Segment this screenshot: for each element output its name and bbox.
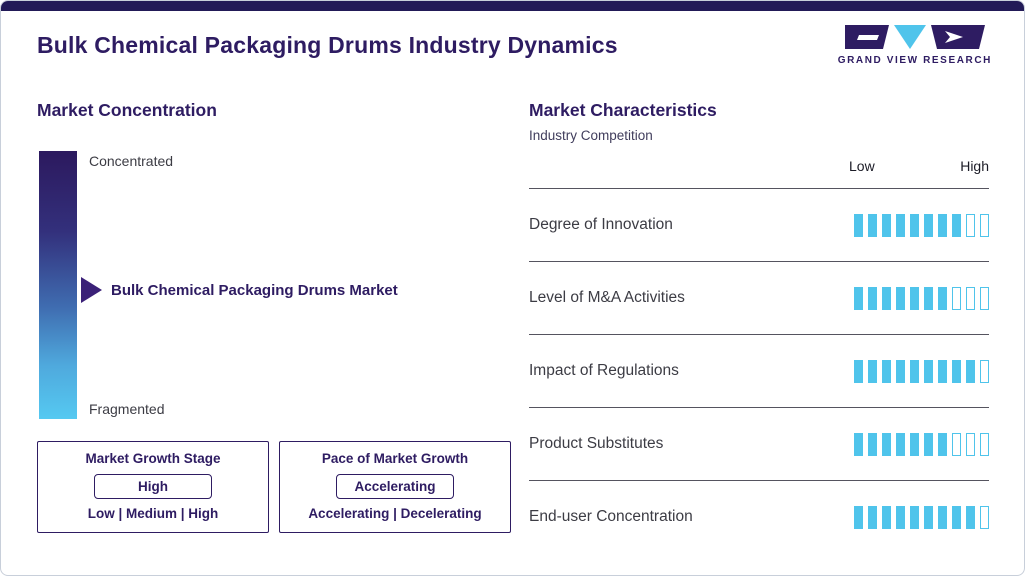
rating-bar <box>854 213 989 237</box>
page-title: Bulk Chemical Packaging Drums Industry D… <box>37 32 618 58</box>
characteristic-label: Level of M&A Activities <box>529 289 685 306</box>
main-content: Market Concentration Concentrated Fragme… <box>1 100 1024 553</box>
rating-segment <box>882 359 891 383</box>
rating-segment <box>882 505 891 529</box>
characteristic-label: Product Substitutes <box>529 435 664 452</box>
rating-segment <box>924 213 933 237</box>
concentration-scale-top-label: Concentrated <box>89 153 174 169</box>
rating-segment <box>938 286 947 310</box>
rating-segment <box>980 505 989 529</box>
rating-segment <box>910 359 919 383</box>
characteristic-row: Product Substitutes <box>529 407 989 480</box>
rating-segment <box>854 505 863 529</box>
pace-title: Pace of Market Growth <box>321 451 469 466</box>
rating-segment <box>868 432 877 456</box>
pace-value: Accelerating <box>336 474 454 499</box>
characteristic-label: End-user Concentration <box>529 508 693 525</box>
rating-segment <box>952 505 961 529</box>
rating-segment <box>938 213 947 237</box>
rating-segment <box>938 432 947 456</box>
rating-segment <box>952 432 961 456</box>
rating-segment <box>952 286 961 310</box>
scale-low-label: Low <box>849 158 875 174</box>
rating-segment <box>868 213 877 237</box>
brand-logo-icon <box>844 25 985 49</box>
rating-segment <box>854 286 863 310</box>
market-concentration-section: Market Concentration Concentrated Fragme… <box>37 100 511 553</box>
market-pointer-label: Bulk Chemical Packaging Drums Market <box>111 281 398 299</box>
rating-segment <box>910 432 919 456</box>
rating-segment <box>896 213 905 237</box>
growth-stage-value: High <box>94 474 212 499</box>
rating-segment <box>910 213 919 237</box>
rating-segment <box>910 286 919 310</box>
rating-segment <box>896 505 905 529</box>
rating-segment <box>868 359 877 383</box>
concentration-scale-bottom-label: Fragmented <box>89 401 165 417</box>
concentration-scale: Concentrated Fragmented Bulk Chemical Pa… <box>37 151 511 419</box>
stage-boxes: Market Growth Stage High Low | Medium | … <box>37 441 511 533</box>
characteristic-label: Impact of Regulations <box>529 362 679 379</box>
rating-segment <box>952 359 961 383</box>
rating-bar <box>854 286 989 310</box>
rating-segment <box>980 359 989 383</box>
rating-bar <box>854 432 989 456</box>
growth-stage-title: Market Growth Stage <box>85 451 221 466</box>
rating-segment <box>924 286 933 310</box>
market-characteristics-section: Market Characteristics Industry Competit… <box>529 100 989 553</box>
market-concentration-heading: Market Concentration <box>37 100 217 120</box>
market-growth-stage-box: Market Growth Stage High Low | Medium | … <box>37 441 269 533</box>
pointer-arrow-icon <box>81 277 102 304</box>
rating-segment <box>896 432 905 456</box>
rating-segment <box>980 432 989 456</box>
rating-segment <box>980 213 989 237</box>
rating-segment <box>966 505 975 529</box>
rating-segment <box>938 505 947 529</box>
top-accent-bar <box>1 1 1024 11</box>
market-characteristics-heading: Market Characteristics <box>529 100 717 120</box>
rating-segment <box>882 286 891 310</box>
characteristic-row: Level of M&A Activities <box>529 261 989 334</box>
rating-segment <box>868 286 877 310</box>
rating-segment <box>938 359 947 383</box>
rating-segment <box>882 213 891 237</box>
industry-competition-subheading: Industry Competition <box>529 128 653 143</box>
rating-segment <box>966 359 975 383</box>
characteristic-row: Degree of Innovation <box>529 188 989 261</box>
rating-segment <box>854 213 863 237</box>
pace-of-growth-box: Pace of Market Growth Accelerating Accel… <box>279 441 511 533</box>
rating-segment <box>924 432 933 456</box>
rating-segment <box>896 359 905 383</box>
rating-segment <box>882 432 891 456</box>
rating-segment <box>854 359 863 383</box>
rating-segment <box>924 359 933 383</box>
brand-logo: GRAND VIEW RESEARCH <box>838 25 992 66</box>
rating-segment <box>980 286 989 310</box>
header: Bulk Chemical Packaging Drums Industry D… <box>1 11 1024 66</box>
growth-stage-options: Low | Medium | High <box>87 506 219 521</box>
characteristic-label: Degree of Innovation <box>529 216 673 233</box>
characteristic-row: End-user Concentration <box>529 480 989 553</box>
rating-bar <box>854 359 989 383</box>
rating-segment <box>966 432 975 456</box>
characteristics-rows: Degree of Innovation Level of M&A Activi… <box>529 188 989 553</box>
market-pointer: Bulk Chemical Packaging Drums Market <box>81 277 398 304</box>
concentration-gradient-bar <box>39 151 77 419</box>
rating-segment <box>952 213 961 237</box>
characteristic-row: Impact of Regulations <box>529 334 989 407</box>
rating-segment <box>966 286 975 310</box>
brand-logo-text: GRAND VIEW RESEARCH <box>837 55 992 66</box>
rating-bar <box>854 505 989 529</box>
rating-segment <box>910 505 919 529</box>
rating-segment <box>924 505 933 529</box>
rating-segment <box>896 286 905 310</box>
pace-options: Accelerating | Decelerating <box>308 506 482 521</box>
rating-scale-labels: Low High <box>849 158 989 174</box>
rating-segment <box>966 213 975 237</box>
rating-segment <box>854 432 863 456</box>
scale-high-label: High <box>960 158 989 174</box>
rating-segment <box>868 505 877 529</box>
